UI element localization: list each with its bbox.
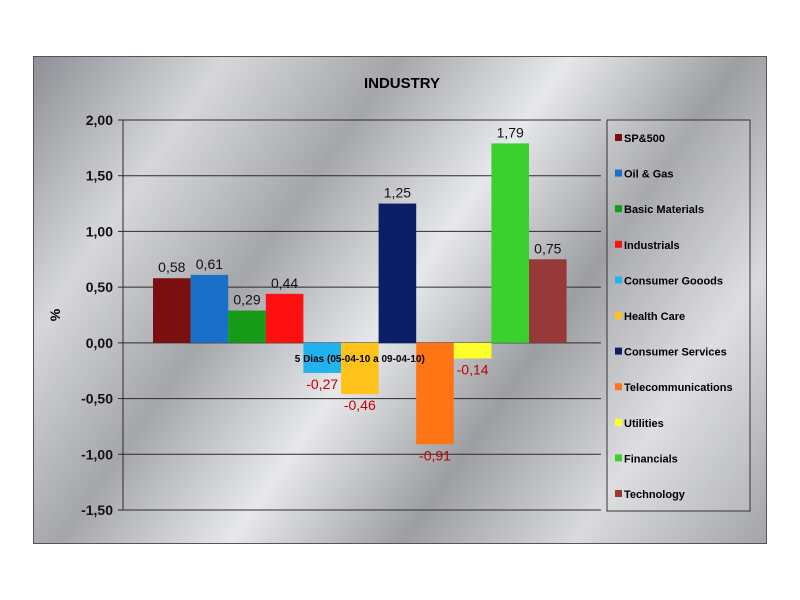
chart-svg: INDUSTRY % 2,00 1,50 1,00 0,50 0,00 -0,50 -1,0… bbox=[47, 75, 751, 518]
y-tick-label: -1,00 bbox=[81, 446, 113, 462]
legend: SP&500 Oil & Gas Basic Materials Industrial… bbox=[606, 119, 751, 512]
data-label: 1,25 bbox=[384, 185, 411, 201]
legend-label: Utilities bbox=[624, 418, 664, 430]
legend-swatch bbox=[615, 347, 622, 355]
bar-technology bbox=[529, 259, 567, 343]
data-label: -0,46 bbox=[344, 397, 376, 413]
data-label: 0,61 bbox=[196, 256, 223, 272]
legend-label: Basic Materials bbox=[624, 204, 704, 216]
legend-label: Consumer Gooods bbox=[624, 275, 723, 287]
data-label: -0,14 bbox=[457, 361, 489, 377]
bar-industrials bbox=[265, 293, 304, 343]
legend-label: Oil & Gas bbox=[624, 169, 674, 181]
legend-swatch bbox=[615, 312, 622, 319]
legend-label: Industrials bbox=[624, 240, 680, 252]
bar-health-care bbox=[341, 342, 379, 395]
legend-swatch bbox=[615, 418, 622, 426]
bar-sp-500 bbox=[153, 278, 191, 343]
bar-utilities bbox=[453, 342, 492, 359]
legend-swatch bbox=[615, 240, 622, 248]
data-label: 0,75 bbox=[534, 240, 561, 256]
data-label: 0,44 bbox=[271, 275, 298, 291]
y-tick-label: 1,50 bbox=[86, 168, 113, 184]
x-axis-label: 5 Dias (05-04-10 a 09-04-10) bbox=[295, 354, 425, 365]
legend-label: Health Care bbox=[624, 311, 685, 323]
bar-basic-materials bbox=[228, 310, 266, 343]
chart-title: INDUSTRY bbox=[364, 75, 440, 92]
y-tick-label: 2,00 bbox=[86, 112, 113, 128]
y-tick-label: -0,50 bbox=[81, 391, 113, 407]
bar-telecommunications bbox=[416, 342, 454, 445]
plot-area: 2,00 1,50 1,00 0,50 0,00 -0,50 -1,00 -1,50 0,58 0… bbox=[81, 112, 601, 518]
legend-swatch bbox=[615, 205, 622, 213]
y-tick-label: -1,50 bbox=[81, 502, 113, 518]
y-tick-label: 1,00 bbox=[86, 223, 113, 239]
legend-swatch bbox=[615, 134, 622, 141]
legend-swatch bbox=[615, 169, 622, 177]
legend-swatch bbox=[615, 276, 622, 284]
legend-box bbox=[606, 119, 751, 512]
legend-label: Technology bbox=[624, 489, 686, 501]
legend-label: Telecommunications bbox=[624, 382, 733, 394]
chart-frame: INDUSTRY % 2,00 1,50 1,00 0,50 0,00 -0,50 -1,0… bbox=[33, 56, 767, 544]
data-label: 0,29 bbox=[233, 292, 260, 308]
legend-label: SP&500 bbox=[624, 133, 665, 145]
y-axis-label: % bbox=[47, 308, 63, 321]
bar-oil-gas bbox=[190, 274, 229, 343]
y-tick-label: 0,50 bbox=[86, 279, 113, 295]
bar-consumer-gooods bbox=[303, 342, 341, 373]
legend-swatch bbox=[615, 490, 622, 497]
legend-label: Financials bbox=[624, 453, 678, 465]
legend-swatch bbox=[615, 454, 622, 462]
bar-consumer-services bbox=[378, 203, 417, 343]
legend-label: Consumer Services bbox=[624, 347, 727, 359]
data-label: 0,58 bbox=[158, 259, 185, 275]
data-label: -0,91 bbox=[419, 447, 451, 463]
data-label: -0,27 bbox=[306, 376, 338, 392]
bar-financials bbox=[491, 143, 529, 343]
data-label: 1,79 bbox=[497, 124, 524, 140]
y-tick-label: 0,00 bbox=[86, 335, 113, 351]
legend-swatch bbox=[615, 383, 622, 391]
